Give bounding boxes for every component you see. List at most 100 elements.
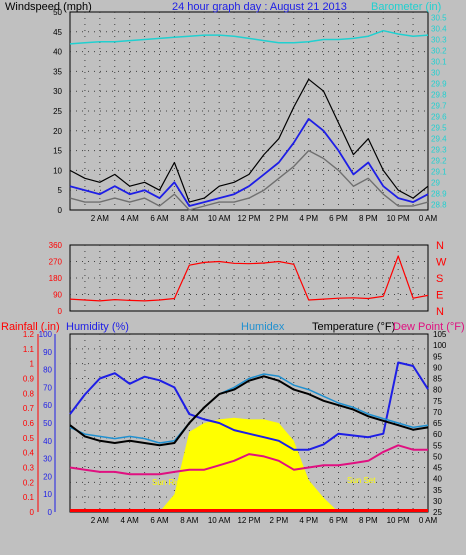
wind-xtick: 0 AM [419, 214, 438, 223]
wind-xtick: 2 PM [269, 214, 288, 223]
compass-label: N [436, 240, 444, 252]
rain-ytick: 0.5 [23, 434, 35, 443]
barometer-ytick: 29 [431, 179, 440, 188]
wind-ytick: 20 [53, 127, 62, 136]
solar-area [70, 417, 428, 512]
wind-ytick: 15 [53, 147, 62, 156]
rain-ytick: 1.2 [23, 330, 35, 339]
direction-ytick: 270 [49, 258, 63, 267]
barometer-ytick: 29.7 [431, 102, 447, 111]
barometer-ytick: 29.3 [431, 146, 447, 155]
wind-xtick: 2 AM [91, 214, 110, 223]
rain-ytick: 0.8 [23, 389, 35, 398]
rain-ytick: 0.2 [23, 478, 35, 487]
wind-ytick: 30 [53, 87, 62, 96]
temp-ytick: 60 [433, 430, 442, 439]
humidity-ytick: 70 [43, 383, 52, 392]
temp-xtick: 8 PM [359, 516, 378, 525]
wind-ytick: 45 [53, 28, 62, 37]
humidity-ytick: 50 [43, 419, 52, 428]
temp-ytick: 50 [433, 452, 442, 461]
temp-ytick: 100 [433, 341, 447, 350]
rain-ytick: 0.9 [23, 375, 35, 384]
humidity-ytick: 90 [43, 348, 52, 357]
wind-ytick: 35 [53, 67, 62, 76]
humidity-ytick: 0 [48, 508, 53, 517]
barometer-ytick: 29.9 [431, 80, 447, 89]
direction-ytick: 90 [53, 291, 62, 300]
rainfall-title: Rainfall (.in) [1, 321, 60, 333]
compass-label: N [436, 306, 444, 318]
barometer-ytick: 29.6 [431, 113, 447, 122]
graph-day-title: 24 hour graph day : August 21 2013 [172, 1, 347, 13]
temp-xtick: 0 AM [419, 516, 438, 525]
temp-ytick: 90 [433, 363, 442, 372]
barometer-ytick: 30.1 [431, 58, 447, 67]
barometer-ytick: 29.1 [431, 168, 447, 177]
temp-xtick: 6 AM [150, 516, 169, 525]
temp-xtick: 10 PM [387, 516, 410, 525]
temp-xtick: 4 PM [299, 516, 318, 525]
temp-ytick: 35 [433, 486, 442, 495]
wind-xtick: 4 PM [299, 214, 318, 223]
wind-ytick: 25 [53, 107, 62, 116]
temp-ytick: 40 [433, 475, 442, 484]
barometer-ytick: 30.5 [431, 14, 447, 23]
wind-ytick: 0 [58, 206, 63, 215]
wind-ytick: 5 [58, 186, 63, 195]
temp-xtick: 6 PM [329, 516, 348, 525]
wind-xtick: 8 AM [180, 214, 199, 223]
barometer-title: Barometer (in) [371, 1, 441, 13]
rain-ytick: 1.1 [23, 345, 35, 354]
humidity-ytick: 10 [43, 490, 52, 499]
barometer-ytick: 29.2 [431, 157, 447, 166]
rain-ytick: 0 [30, 508, 35, 517]
sun-rise-label: Sun Rise [152, 478, 185, 487]
barometer-ytick: 28.8 [431, 201, 447, 210]
wind-xtick: 4 AM [121, 214, 140, 223]
rain-ytick: 1 [30, 360, 35, 369]
humidity-ytick: 30 [43, 455, 52, 464]
temp-ytick: 80 [433, 386, 442, 395]
temperature-line [69, 375, 429, 447]
humidity-ytick: 100 [39, 330, 53, 339]
windspeed-title: Windspeed (mph) [5, 1, 92, 13]
temp-ytick: 70 [433, 408, 442, 417]
direction-panel-frame [69, 244, 429, 312]
humidity-title: Humidity (%) [66, 321, 129, 333]
wind-xtick: 10 AM [208, 214, 231, 223]
temp-ytick: 30 [433, 497, 442, 506]
humidity-line [69, 361, 429, 451]
rain-ytick: 0.1 [23, 493, 35, 502]
wind-xtick: 12 PM [237, 214, 260, 223]
temp-xtick: 8 AM [180, 516, 199, 525]
temp-xtick: 4 AM [121, 516, 140, 525]
dewpoint-title: Dew Point (°F) [393, 321, 465, 333]
barometer-ytick: 29.5 [431, 124, 447, 133]
temp-ytick: 85 [433, 375, 442, 384]
barometer-ytick: 30.2 [431, 47, 447, 56]
wind-xtick: 10 PM [387, 214, 410, 223]
compass-label: S [436, 273, 443, 285]
dew-point-line [69, 444, 428, 476]
rain-ytick: 0.7 [23, 404, 35, 413]
compass-label: E [436, 290, 443, 302]
direction-ytick: 180 [49, 274, 63, 283]
barometer-ytick: 30 [431, 69, 440, 78]
wind-ytick: 50 [53, 8, 62, 17]
wind-xtick: 8 PM [359, 214, 378, 223]
direction-ytick: 360 [49, 241, 63, 250]
temp-ytick: 65 [433, 419, 442, 428]
humidex-title: Humidex [241, 321, 285, 333]
humidity-ytick: 60 [43, 401, 52, 410]
wind-xtick: 6 AM [150, 214, 169, 223]
temp-ytick: 95 [433, 352, 442, 361]
temperature-title: Temperature (°F) [312, 321, 395, 333]
direction-line [69, 255, 429, 302]
wind-ytick: 10 [53, 166, 62, 175]
barometer-ytick: 30.3 [431, 36, 447, 45]
temp-xtick: 2 AM [91, 516, 110, 525]
humidity-ytick: 80 [43, 366, 52, 375]
barometer-ytick: 29.8 [431, 91, 447, 100]
